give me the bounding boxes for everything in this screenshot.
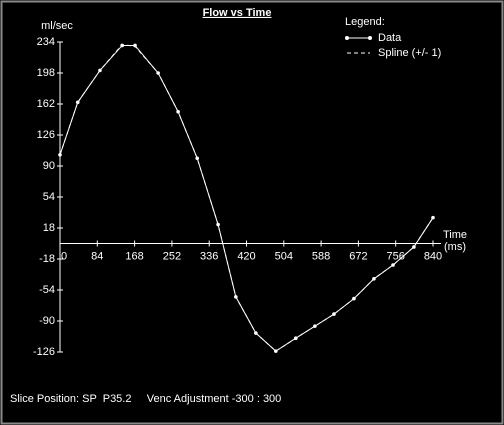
x-tick-label: 336 [200, 250, 218, 262]
y-tick-label: 234 [37, 36, 55, 48]
footer: Slice Position: SP P35.2 Venc Adjustment… [10, 393, 281, 405]
data-point [216, 222, 220, 227]
y-tick-label: 126 [37, 129, 55, 141]
x-tick-label: 252 [163, 250, 181, 262]
y-tick-label: 162 [37, 98, 55, 110]
data-point [332, 312, 336, 316]
y-tick-label: 90 [43, 160, 55, 172]
x-tick-label: 756 [387, 250, 405, 262]
x-tick-label: 840 [424, 250, 442, 262]
legend-label: Spline (+/- 1) [378, 47, 441, 59]
y-tick-label: -18 [39, 253, 55, 265]
x-tick-label: 168 [125, 250, 143, 262]
y-tick-label: -90 [39, 315, 55, 327]
x-axis-label: Time [443, 229, 467, 241]
spline-line [59, 44, 434, 352]
x-tick-label: 588 [312, 250, 330, 262]
x-tick-label: 84 [91, 250, 103, 262]
y-tick-label: 54 [43, 191, 55, 203]
x-tick-label: 420 [237, 250, 255, 262]
legend-label: Data [378, 32, 402, 44]
y-tick-label: -54 [39, 284, 55, 296]
x-tick-label: 0 [61, 250, 67, 262]
chart-title: Flow vs Time [203, 7, 272, 19]
y-tick-label: 18 [43, 222, 55, 234]
data-point [412, 245, 416, 249]
y-axis-label: ml/sec [41, 20, 73, 32]
y-tick-label: 198 [37, 67, 55, 79]
x-axis-unit: (ms) [444, 241, 466, 253]
x-tick-label: 672 [349, 250, 367, 262]
legend-marker [368, 36, 372, 40]
legend-title: Legend: [345, 16, 385, 28]
x-tick-label: 504 [275, 250, 293, 262]
data-point [431, 215, 435, 220]
data-point [391, 263, 395, 267]
legend-marker [345, 36, 349, 40]
y-tick-label: -126 [33, 346, 55, 358]
